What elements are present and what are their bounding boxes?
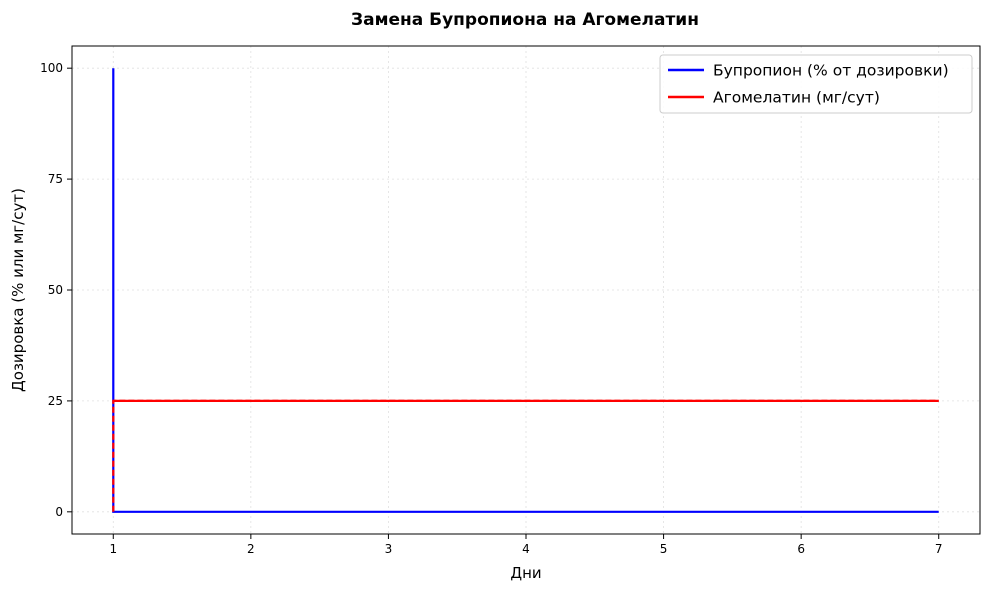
x-tick-label: 2 xyxy=(247,542,255,556)
x-axis-label: Дни xyxy=(510,564,541,582)
axis-ticks: 1 2 3 4 5 6 7 0 25 50 75 100 xyxy=(40,61,942,556)
x-tick-label: 5 xyxy=(660,542,668,556)
x-tick-label: 7 xyxy=(935,542,943,556)
x-tick-label: 3 xyxy=(385,542,393,556)
legend-box xyxy=(659,54,973,114)
y-tick-label: 50 xyxy=(48,283,63,297)
legend-label-2: Агомелатин (мг/сут) xyxy=(713,89,880,107)
legend: Бупропион (% от дозировки) Агомелатин (мг… xyxy=(659,54,973,114)
x-tick-label: 6 xyxy=(797,542,805,556)
y-tick-label: 100 xyxy=(40,61,63,75)
legend-label-1: Бупропион (% от дозировки) xyxy=(713,62,949,80)
y-tick-label: 25 xyxy=(48,394,63,408)
plot-lines xyxy=(112,68,939,513)
x-tick-label: 1 xyxy=(109,542,117,556)
chart-title: Замена Бупропиона на Агомелатин xyxy=(351,10,699,30)
y-tick-label: 0 xyxy=(55,505,63,519)
x-tick-label: 4 xyxy=(522,542,530,556)
y-tick-label: 75 xyxy=(48,172,63,186)
y-axis-label: Дозировка (% или мг/сут) xyxy=(9,188,27,392)
